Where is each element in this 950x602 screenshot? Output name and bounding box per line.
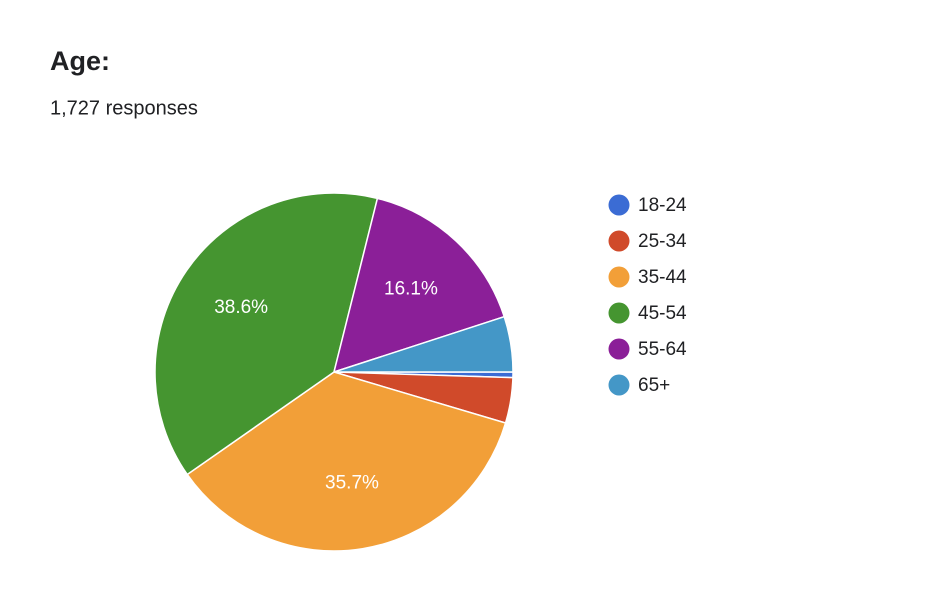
legend-label: 45-54 bbox=[638, 303, 687, 324]
legend-label: 25-34 bbox=[638, 231, 687, 252]
chart-title: Age: bbox=[50, 46, 110, 76]
pie-slice bbox=[154, 192, 379, 476]
legend-label: 55-64 bbox=[638, 339, 687, 360]
legend-swatch bbox=[608, 230, 630, 252]
slice-label: 16.1% bbox=[384, 279, 438, 300]
chart-subtitle: 1,727 responses bbox=[50, 97, 198, 119]
pie-slice bbox=[333, 315, 514, 373]
slice-label: 38.6% bbox=[214, 297, 268, 318]
legend-swatch bbox=[608, 338, 630, 360]
legend-label: 35-44 bbox=[638, 267, 687, 288]
pie-slice bbox=[332, 197, 506, 374]
legend-swatch bbox=[608, 194, 630, 216]
legend-label: 65+ bbox=[638, 375, 670, 396]
legend-swatch bbox=[608, 302, 630, 324]
legend-label: 18-24 bbox=[638, 195, 687, 216]
legend-swatch bbox=[608, 374, 630, 396]
legend-swatch bbox=[608, 266, 630, 288]
pie-slice bbox=[186, 371, 507, 552]
slice-label: 35.7% bbox=[325, 472, 379, 493]
